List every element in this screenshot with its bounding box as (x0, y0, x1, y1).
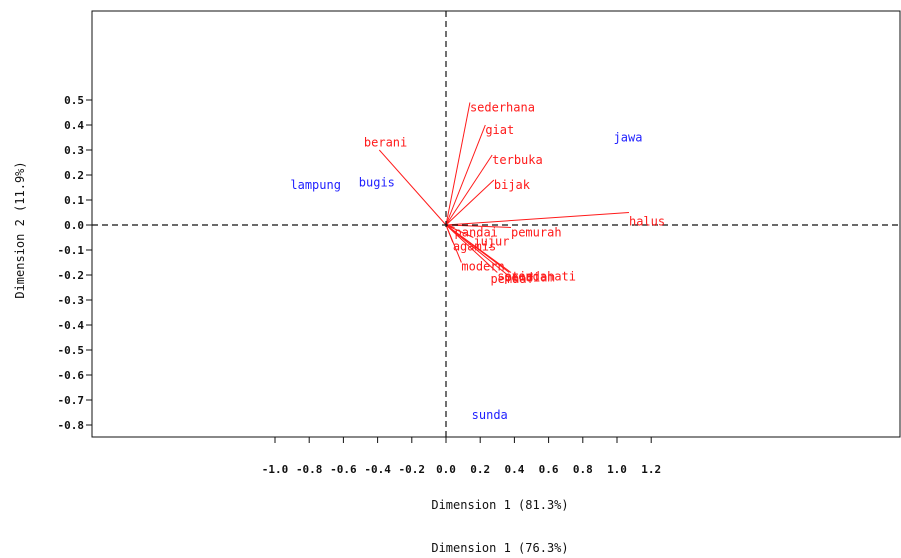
attribute-label-agamis: agamis (453, 239, 496, 253)
vector-berani (378, 149, 447, 226)
y-tick-label: 0.2 (64, 169, 84, 182)
attribute-label-jujur: jujur (473, 234, 509, 248)
attribute-labels: sederhana giat terbuka bijak berani halus pemu… (364, 101, 665, 286)
attribute-label-setia: setia (497, 269, 533, 283)
y-tick-label: -0.3 (58, 294, 85, 307)
vector-sederhana (445, 102, 471, 226)
x-axis-ticks: -1.0 -0.8 -0.6 -0.4 -0.2 0.0 0.2 0.4 0.6 0.8 1.0 1.… (262, 437, 661, 476)
y-tick-label: -0.6 (58, 369, 85, 382)
vector-giat (445, 124, 486, 226)
attribute-label-sederhana: sederhana (470, 101, 535, 115)
vector-rendahati (445, 224, 512, 273)
vector-setia (445, 224, 498, 273)
x-axis-title-secondary: Dimension 1 (76.3%) (431, 541, 568, 555)
reference-lines (92, 11, 900, 437)
y-tick-label: -0.1 (58, 244, 85, 257)
attribute-vectors (378, 102, 630, 276)
plot-frame (91, 10, 901, 438)
object-label-bugis: bugis (359, 176, 395, 190)
y-tick-label: -0.2 (58, 269, 85, 282)
x-tick-label: 0.2 (470, 463, 490, 476)
y-tick-label: 0.5 (64, 94, 84, 107)
x-tick-label: -0.8 (296, 463, 323, 476)
object-label-lampung: lampung (290, 178, 341, 192)
x-tick-label: -0.6 (330, 463, 357, 476)
y-tick-label: 0.1 (64, 194, 84, 207)
y-axis-title: Dimension 2 (11.9%) (13, 161, 27, 298)
attribute-label-bijak: bijak (494, 178, 531, 192)
x-tick-label: 0.8 (573, 463, 593, 476)
y-tick-label: -0.8 (58, 419, 85, 432)
y-tick-label: -0.4 (58, 319, 85, 332)
object-label-sunda: sunda (472, 408, 508, 422)
x-tick-label: -0.4 (364, 463, 391, 476)
attribute-label-halus: halus (629, 214, 665, 228)
object-labels: jawa lampung bugis sunda (290, 131, 642, 423)
attribute-label-giat: giat (485, 123, 514, 137)
vector-jujur (445, 224, 474, 238)
attribute-label-rendahati: rendahati (511, 269, 576, 283)
x-tick-label: 1.0 (607, 463, 627, 476)
attribute-label-berani: berani (364, 136, 407, 150)
vector-modern (445, 224, 462, 263)
attribute-label-pemaaf: pemaaf (490, 272, 533, 286)
attribute-label-pemurah: pemurah (511, 226, 562, 240)
x-tick-label: 0.6 (539, 463, 559, 476)
attribute-label-modern: modern (461, 259, 504, 273)
object-label-jawa: jawa (614, 131, 643, 145)
x-tick-label: -1.0 (262, 463, 289, 476)
attribute-label-pandai: pandai (455, 226, 498, 240)
vector-bijak (445, 179, 495, 226)
y-tick-label: -0.5 (58, 344, 85, 357)
x-tick-label: 0.4 (504, 463, 524, 476)
attribute-label-terbuka: terbuka (492, 153, 543, 167)
x-tick-label: -0.2 (399, 463, 426, 476)
y-tick-label: 0.0 (64, 219, 84, 232)
x-tick-label: 1.2 (641, 463, 661, 476)
vector-pemaaf (445, 224, 508, 276)
vector-halus (445, 212, 630, 226)
vector-terbuka (445, 154, 493, 226)
attribute-label-pendiam: pendiam (504, 271, 555, 285)
y-tick-label: 0.3 (64, 144, 84, 157)
x-axis-title: Dimension 1 (81.3%) (431, 498, 568, 512)
x-tick-label: 0.0 (436, 463, 456, 476)
y-tick-label: -0.7 (58, 394, 85, 407)
y-tick-label: 0.4 (64, 119, 84, 132)
y-axis-ticks: 0.5 0.4 0.3 0.2 0.1 0.0 -0.1 -0.2 -0.3 -0.4 -0.5 -0… (58, 94, 92, 432)
